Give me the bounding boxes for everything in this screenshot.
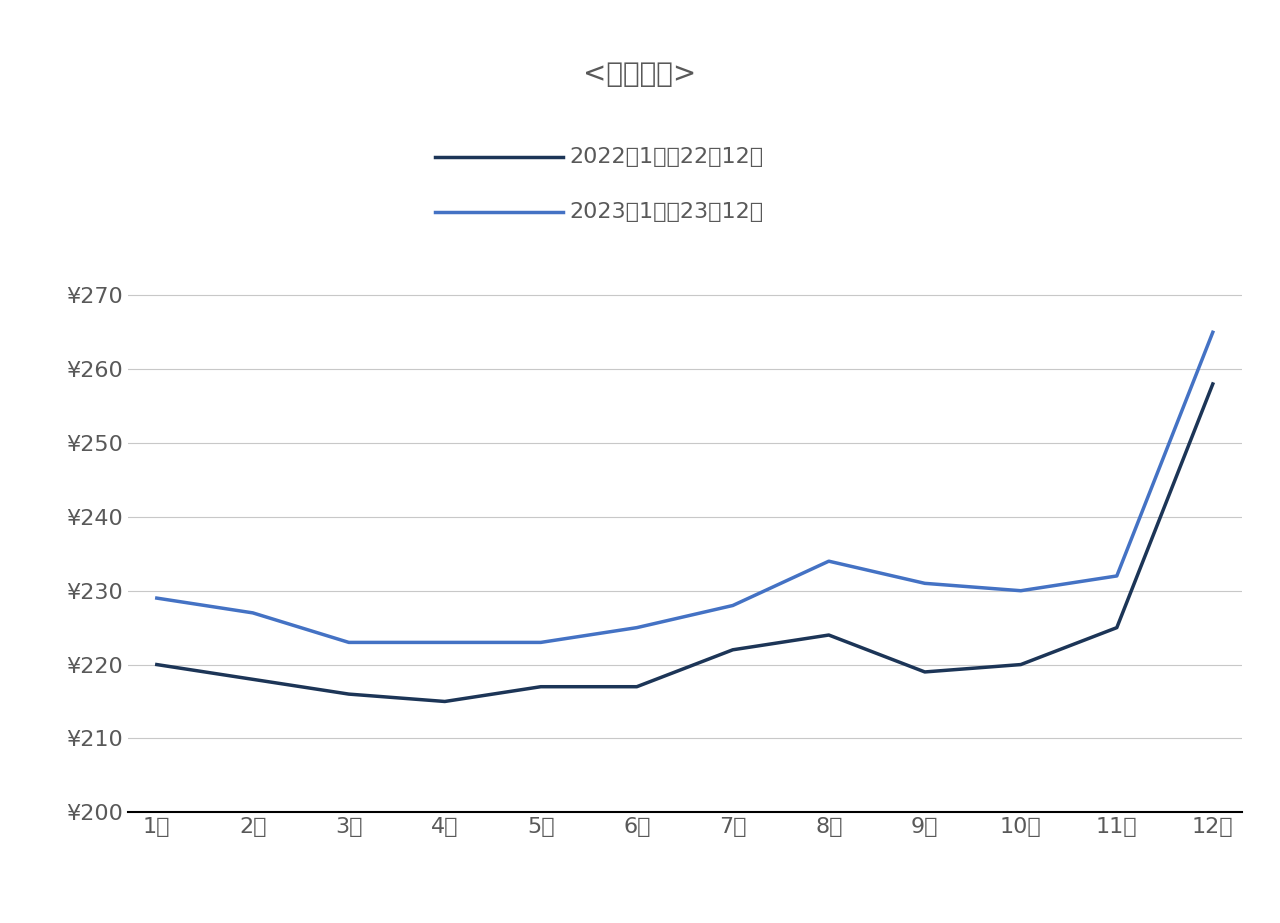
Text: 2023年1月～23年12月: 2023年1月～23年12月 <box>570 202 764 222</box>
2023年1月～23年12月 <box>532 637 548 648</box>
Text: 2022年1月～22年12月: 2022年1月～22年12月 <box>570 147 764 167</box>
2022年1月～22年12月 <box>1012 659 1028 670</box>
2023年1月～23年12月 <box>148 593 164 604</box>
2023年1月～23年12月 <box>436 637 453 648</box>
Line: 2023年1月～23年12月: 2023年1月～23年12月 <box>156 332 1212 642</box>
2023年1月～23年12月 <box>822 556 837 567</box>
2022年1月～22年12月 <box>724 644 740 655</box>
2022年1月～22年12月 <box>436 696 453 707</box>
2022年1月～22年12月 <box>630 681 644 692</box>
2023年1月～23年12月 <box>724 600 740 611</box>
2022年1月～22年12月 <box>916 666 932 677</box>
2023年1月～23年12月 <box>1108 570 1125 581</box>
2023年1月～23年12月 <box>1204 327 1220 338</box>
2023年1月～23年12月 <box>916 578 932 589</box>
2023年1月～23年12月 <box>630 622 644 633</box>
2022年1月～22年12月 <box>244 674 261 685</box>
2023年1月～23年12月 <box>1012 585 1028 596</box>
Line: 2022年1月～22年12月: 2022年1月～22年12月 <box>156 384 1212 701</box>
2022年1月～22年12月 <box>532 681 548 692</box>
2022年1月～22年12月 <box>1108 622 1125 633</box>
Text: <平均単価>: <平均単価> <box>584 60 696 88</box>
2022年1月～22年12月 <box>1204 378 1220 390</box>
2022年1月～22年12月 <box>340 689 356 700</box>
2023年1月～23年12月 <box>244 607 261 618</box>
2022年1月～22年12月 <box>822 629 837 641</box>
2023年1月～23年12月 <box>340 637 356 648</box>
2022年1月～22年12月 <box>148 659 164 670</box>
